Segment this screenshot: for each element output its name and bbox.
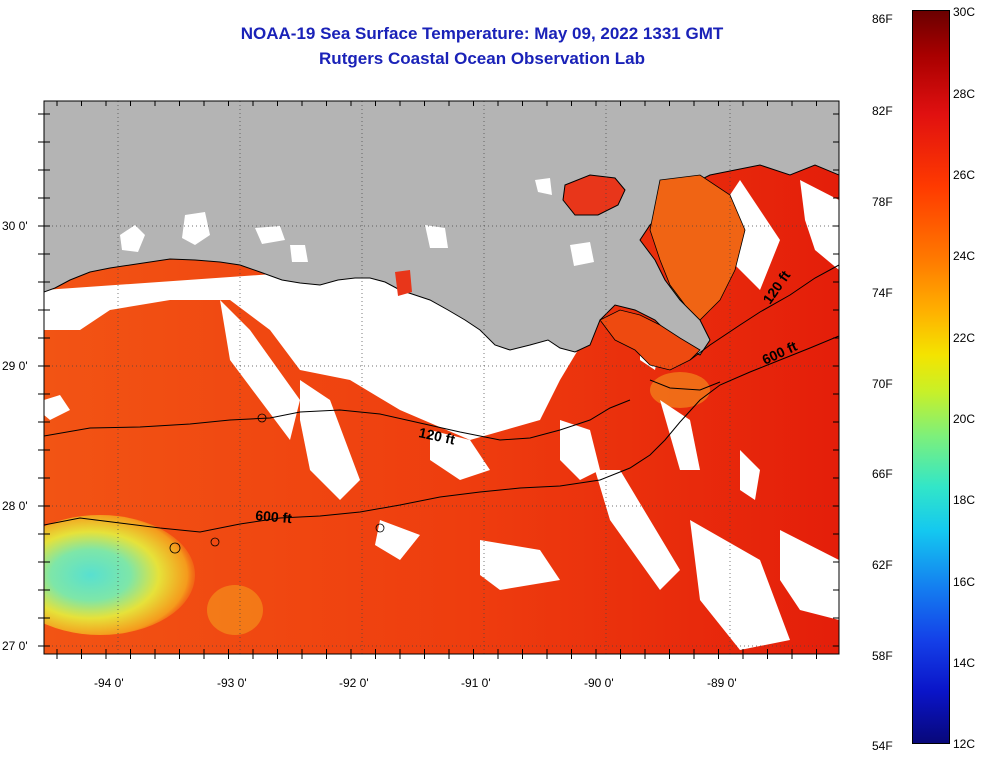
colorbar-c-label: 12C [953,737,976,751]
colorbar-f-label: 86F [872,12,893,26]
colorbar-c-label: 22C [953,331,976,345]
lake [120,225,145,252]
lat-tick-label: 27 0' [2,639,28,653]
lat-tick-label: 28 0' [2,499,28,513]
lon-tick-label: -92 0' [339,676,369,690]
map-subtitle: Rutgers Coastal Ocean Observation Lab [319,49,645,68]
colorbar-f-label: 82F [872,104,893,118]
colorbar-f-label: 78F [872,195,893,209]
colorbar-f-label: 74F [872,286,893,300]
lat-tick-label: 30 0' [2,219,28,233]
lake [182,212,210,245]
colorbar-c-label: 20C [953,412,976,426]
delta-region [649,174,746,321]
lake [290,245,308,262]
lon-tick-label: -94 0' [94,676,124,690]
map-title: NOAA-19 Sea Surface Temperature: May 09,… [240,24,724,43]
cool-water-patch [44,515,195,635]
colorbar-f-label: 58F [872,649,893,663]
colorbar-c-label: 14C [953,656,976,670]
warm-spot [650,372,710,408]
lake [570,242,594,266]
colorbar-c-label: 18C [953,493,976,507]
lon-tick-label: -93 0' [217,676,247,690]
map-frame [43,100,840,655]
temperature-colorbar [912,10,950,744]
contour-600ft [44,335,839,533]
lat-tick-label: 29 0' [2,359,28,373]
lake [535,178,552,195]
map-ticks [38,101,839,659]
lon-tick-label: -91 0' [461,676,491,690]
colorbar-f-label: 70F [872,377,893,391]
contour-600ft [649,379,721,391]
warm-spot [207,585,263,635]
lake [562,174,626,216]
lake [395,270,412,296]
contour-120ft [44,399,631,441]
lon-tick-label: -89 0' [707,676,737,690]
lake [255,226,285,244]
contour-label: 600 ft [255,507,293,526]
contour-120ft [689,264,839,361]
delta-region [599,309,701,371]
lon-tick-label: -90 0' [584,676,614,690]
colorbar-c-label: 16C [953,575,976,589]
colorbar-c-label: 24C [953,249,976,263]
bank-contours [169,413,385,554]
contour-label: 120 ft [417,424,456,447]
lake [425,225,448,248]
colorbar-f-label: 54F [872,739,893,753]
colorbar-f-label: 62F [872,558,893,572]
colorbar-c-label: 30C [953,5,976,19]
graticule [44,101,839,654]
colorbar-c-label: 28C [953,87,976,101]
colorbar-f-label: 66F [872,467,893,481]
colorbar-c-label: 26C [953,168,976,182]
